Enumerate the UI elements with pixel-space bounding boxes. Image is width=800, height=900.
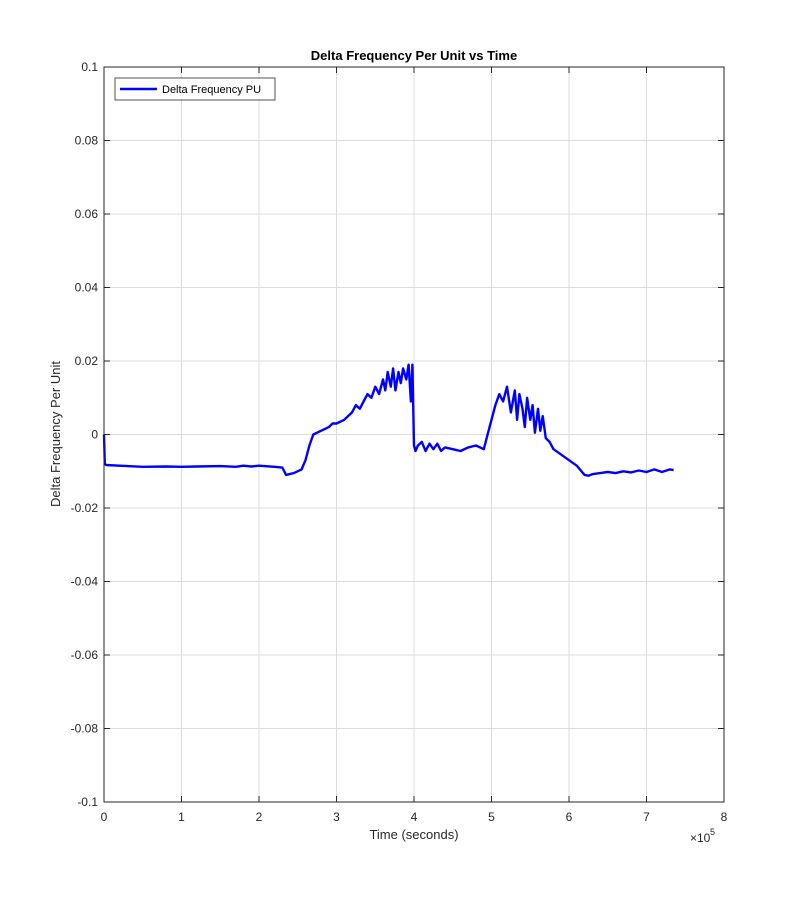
y-tick-label: -0.06 bbox=[71, 648, 99, 662]
legend-label: Delta Frequency PU bbox=[162, 84, 261, 96]
x-tick-label: 2 bbox=[256, 810, 263, 824]
y-tick-label: 0.08 bbox=[75, 134, 99, 148]
x-tick-label: 6 bbox=[566, 810, 573, 824]
x-exponent-label: ×10 5 bbox=[690, 827, 715, 845]
y-tick-label: 0.04 bbox=[75, 281, 99, 295]
y-tick-label: 0 bbox=[91, 428, 98, 442]
y-axis-label: Delta Frequency Per Unit bbox=[48, 361, 63, 507]
legend[interactable]: Delta Frequency PU bbox=[114, 77, 276, 101]
y-tick-label: -0.08 bbox=[71, 722, 99, 736]
x-tick-label: 4 bbox=[411, 810, 418, 824]
series-layer bbox=[102, 363, 674, 477]
x-exponent-power: 5 bbox=[710, 827, 715, 837]
y-tick-labels: -0.1 -0.08 -0.06 -0.04 -0.02 0 0.02 0.04 0.06 0.0… bbox=[71, 60, 99, 809]
legend-box bbox=[114, 77, 276, 101]
x-tick-labels: 0 1 2 3 4 5 6 7 8 bbox=[101, 810, 728, 824]
y-tick-label: 0.06 bbox=[75, 207, 99, 221]
x-tick-label: 1 bbox=[178, 810, 185, 824]
x-tick-label: 3 bbox=[333, 810, 340, 824]
x-tick-label: 8 bbox=[721, 810, 728, 824]
x-axis-label: Time (seconds) bbox=[369, 827, 458, 842]
chart-title: Delta Frequency Per Unit vs Time bbox=[311, 48, 517, 63]
y-tick-label: 0.02 bbox=[75, 354, 99, 368]
x-exponent-base: ×10 bbox=[690, 831, 711, 845]
x-tick-label: 5 bbox=[488, 810, 495, 824]
x-tick-label: 0 bbox=[101, 810, 108, 824]
x-tick-label: 7 bbox=[643, 810, 650, 824]
y-tick-label: 0.1 bbox=[81, 60, 98, 74]
y-tick-label: -0.04 bbox=[71, 575, 99, 589]
series-line bbox=[102, 363, 674, 477]
tick-marks bbox=[103, 66, 725, 803]
y-tick-label: -0.1 bbox=[77, 795, 98, 809]
y-tick-label: -0.02 bbox=[71, 501, 99, 515]
